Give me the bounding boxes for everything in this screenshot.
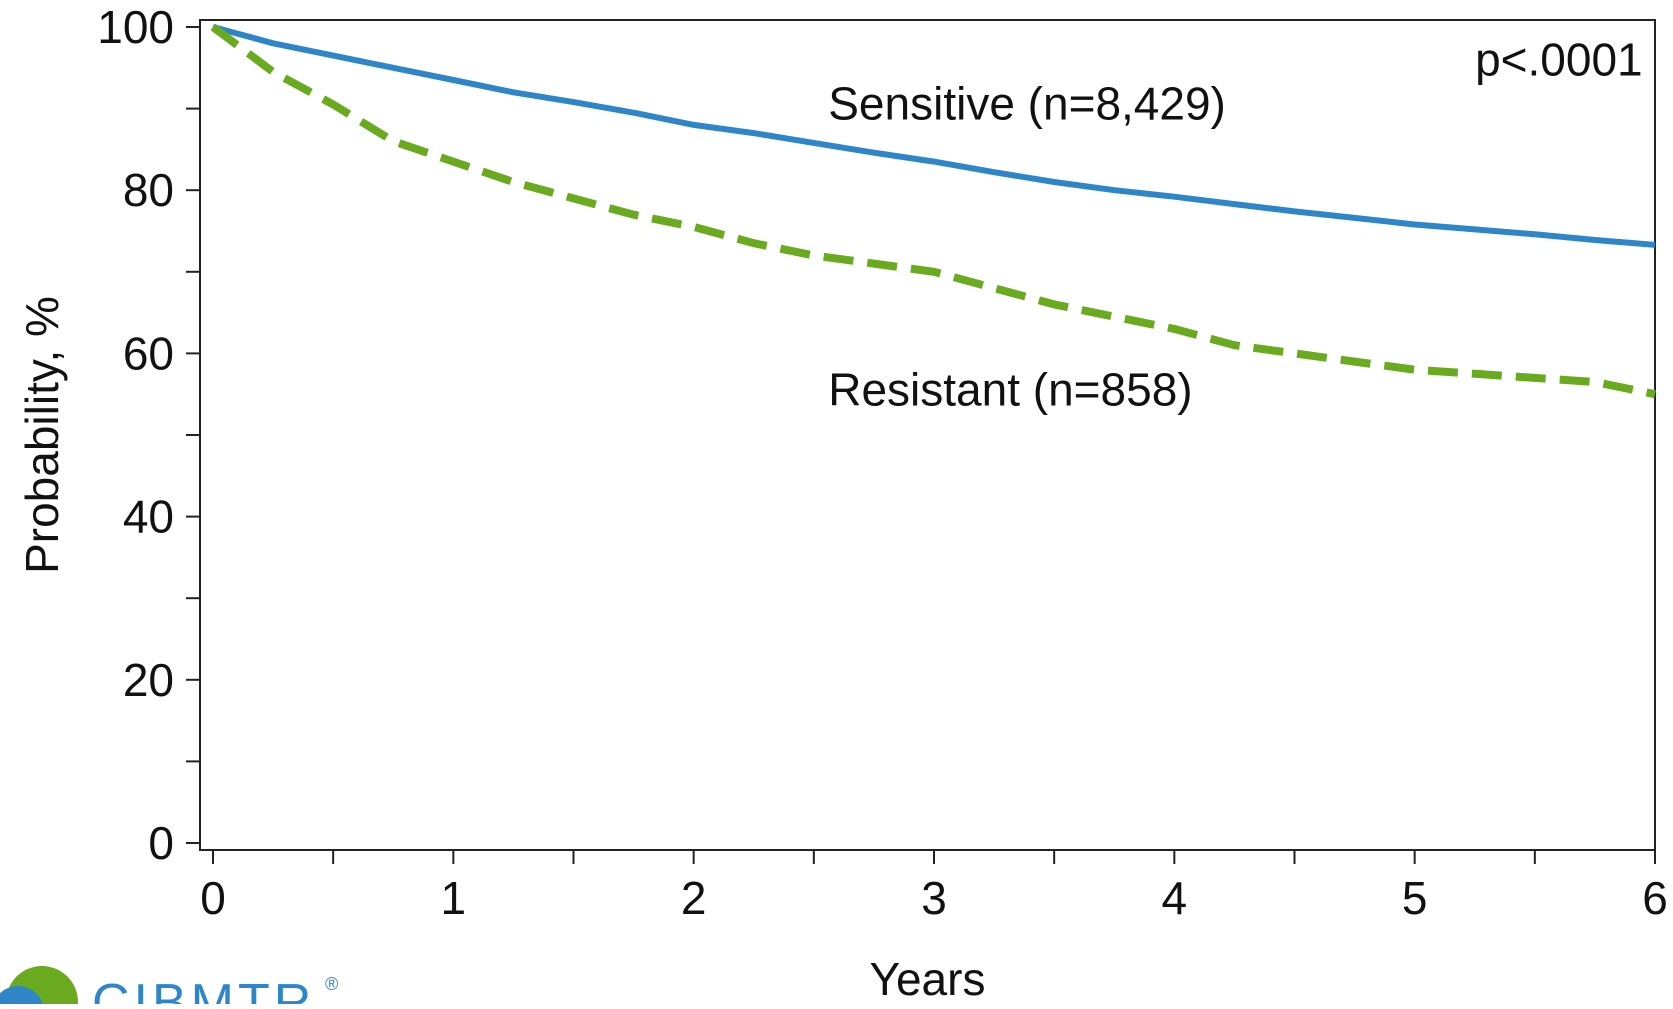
cibmtr-logo: CIBMTR ® <box>0 966 338 1009</box>
p-value-annotation: p<.0001 <box>1475 34 1643 86</box>
logo-text: CIBMTR <box>92 974 315 1004</box>
y-tick-label: 0 <box>148 817 174 869</box>
x-tick-label: 6 <box>1642 872 1668 924</box>
series-line-1 <box>210 23 1656 399</box>
x-tick-label: 4 <box>1162 872 1188 924</box>
y-tick-label: 100 <box>97 1 174 53</box>
y-axis-title: Probability, % <box>16 296 68 574</box>
label-layer: Sensitive (n=8,429) Resistant (n=858) p<.0… <box>828 34 1642 416</box>
series-line-0 <box>212 24 1656 248</box>
y-tick-label: 40 <box>123 491 174 543</box>
logo-blue-circle <box>0 986 44 1009</box>
series-label-1: Resistant (n=858) <box>828 363 1192 415</box>
x-tick-label: 5 <box>1402 872 1428 924</box>
plot-frame <box>199 19 1656 851</box>
x-tick-label: 1 <box>441 872 467 924</box>
series-layer <box>210 23 1656 399</box>
logo-registered-mark: ® <box>325 974 338 994</box>
x-tick-label: 2 <box>681 872 707 924</box>
y-tick-label: 80 <box>123 164 174 216</box>
x-axis-title: Years <box>870 953 986 1004</box>
series-label-0: Sensitive (n=8,429) <box>828 78 1226 130</box>
x-tick-label: 3 <box>921 872 947 924</box>
axes-layer: 0 20 40 60 80 100 0 1 2 3 4 5 6 Years Probability, % <box>16 1 1668 1005</box>
x-tick-label: 0 <box>200 872 226 924</box>
y-tick-label: 20 <box>123 654 174 706</box>
y-tick-label: 60 <box>123 327 174 379</box>
